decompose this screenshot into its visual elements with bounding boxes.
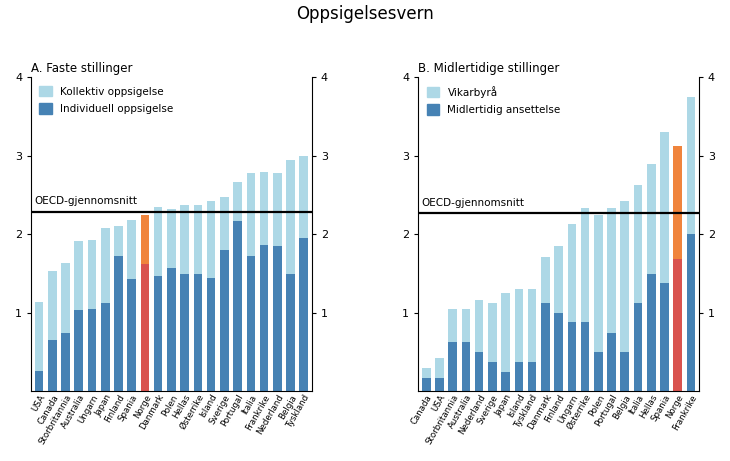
- Bar: [567, 322, 576, 391]
- Bar: [502, 372, 510, 391]
- Bar: [673, 146, 682, 259]
- Bar: [634, 303, 642, 391]
- Bar: [554, 313, 563, 391]
- Text: OECD-gjennomsnitt: OECD-gjennomsnitt: [34, 196, 137, 206]
- Text: B. Midlertidige stillinger: B. Midlertidige stillinger: [418, 62, 560, 75]
- Bar: [422, 368, 431, 378]
- Bar: [594, 352, 602, 391]
- Bar: [620, 201, 629, 352]
- Bar: [74, 241, 83, 310]
- Bar: [128, 279, 136, 391]
- Bar: [299, 156, 308, 237]
- Bar: [687, 234, 695, 391]
- Bar: [673, 259, 682, 391]
- Bar: [299, 237, 308, 391]
- Bar: [48, 271, 57, 340]
- Bar: [528, 361, 537, 391]
- Bar: [128, 220, 136, 279]
- Bar: [594, 215, 602, 352]
- Bar: [286, 160, 295, 274]
- Bar: [180, 274, 189, 391]
- Bar: [74, 310, 83, 391]
- Bar: [35, 302, 43, 371]
- Bar: [273, 246, 282, 391]
- Text: A. Faste stillinger: A. Faste stillinger: [31, 62, 133, 75]
- Bar: [607, 332, 616, 391]
- Bar: [48, 340, 57, 391]
- Bar: [448, 309, 457, 342]
- Legend: Kollektiv oppsigelse, Individuell oppsigelse: Kollektiv oppsigelse, Individuell oppsig…: [36, 83, 177, 117]
- Bar: [567, 224, 576, 322]
- Bar: [488, 303, 496, 361]
- Bar: [475, 300, 483, 352]
- Bar: [647, 164, 656, 274]
- Bar: [220, 250, 228, 391]
- Bar: [88, 309, 96, 391]
- Bar: [167, 209, 176, 268]
- Bar: [581, 208, 589, 322]
- Bar: [141, 215, 149, 264]
- Bar: [61, 263, 70, 332]
- Bar: [475, 352, 483, 391]
- Bar: [286, 274, 295, 391]
- Bar: [88, 240, 96, 309]
- Bar: [422, 378, 431, 391]
- Bar: [435, 358, 444, 378]
- Bar: [502, 293, 510, 372]
- Bar: [515, 290, 523, 361]
- Bar: [247, 255, 255, 391]
- Bar: [541, 257, 550, 303]
- Bar: [180, 205, 189, 274]
- Bar: [167, 268, 176, 391]
- Bar: [220, 197, 228, 250]
- Bar: [461, 309, 470, 342]
- Bar: [647, 274, 656, 391]
- Bar: [260, 171, 269, 245]
- Bar: [154, 207, 163, 276]
- Bar: [515, 361, 523, 391]
- Bar: [541, 303, 550, 391]
- Text: Oppsigelsesvern: Oppsigelsesvern: [296, 5, 434, 23]
- Bar: [528, 290, 537, 361]
- Bar: [273, 173, 282, 246]
- Bar: [101, 303, 110, 391]
- Bar: [435, 378, 444, 391]
- Bar: [193, 205, 202, 274]
- Bar: [234, 182, 242, 221]
- Bar: [581, 322, 589, 391]
- Bar: [554, 246, 563, 313]
- Bar: [207, 278, 215, 391]
- Bar: [448, 342, 457, 391]
- Bar: [660, 132, 669, 283]
- Bar: [154, 276, 163, 391]
- Text: OECD-gjennomsnitt: OECD-gjennomsnitt: [421, 198, 524, 208]
- Bar: [687, 97, 695, 234]
- Bar: [660, 283, 669, 391]
- Bar: [461, 342, 470, 391]
- Bar: [101, 228, 110, 303]
- Bar: [193, 274, 202, 391]
- Legend: Vikarbyrå, Midlertidig ansettelse: Vikarbyrå, Midlertidig ansettelse: [423, 83, 564, 118]
- Bar: [620, 352, 629, 391]
- Bar: [634, 185, 642, 303]
- Bar: [61, 332, 70, 391]
- Bar: [234, 221, 242, 391]
- Bar: [114, 226, 123, 255]
- Bar: [260, 245, 269, 391]
- Bar: [35, 371, 43, 391]
- Bar: [141, 264, 149, 391]
- Bar: [114, 255, 123, 391]
- Bar: [607, 208, 616, 332]
- Bar: [488, 361, 496, 391]
- Bar: [247, 173, 255, 255]
- Bar: [207, 201, 215, 278]
